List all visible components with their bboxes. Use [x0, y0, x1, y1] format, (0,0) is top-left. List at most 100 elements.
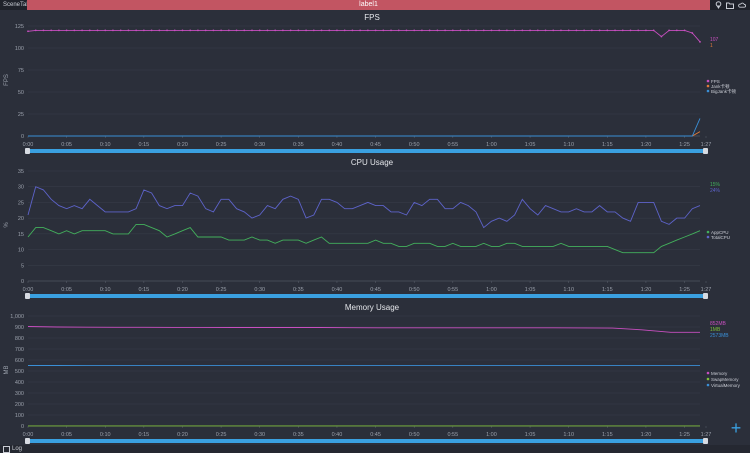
folder-icon[interactable]: [726, 0, 734, 10]
x-tick-label: 0:30: [254, 142, 265, 148]
x-tick-label: 0:40: [332, 287, 343, 293]
x-tick-label: 1:05: [525, 432, 536, 438]
fps-point: [428, 29, 431, 32]
fps-point: [552, 29, 555, 32]
fps-point: [475, 29, 477, 32]
fps-legend-bigjank[interactable]: BigJank卡顿: [711, 88, 737, 95]
fps-point: [451, 29, 454, 32]
fps-scroll-handle-right[interactable]: [703, 148, 708, 154]
fps-ylabel: FPS: [4, 74, 10, 86]
fps-point: [529, 29, 531, 32]
bigjank-legend-swatch: [706, 89, 710, 93]
fps-point: [258, 29, 261, 32]
x-tick-label: 1:15: [602, 287, 613, 293]
y-tick-label: 75: [18, 68, 24, 74]
fps-point: [150, 29, 153, 32]
add-plus-icon[interactable]: +: [730, 418, 742, 438]
fps-point: [27, 30, 29, 33]
fps-point: [536, 29, 539, 32]
virtual-value-label: 2573MB: [710, 333, 729, 339]
cpu-scroll-handle-right[interactable]: [703, 293, 708, 299]
memory-legend-swap[interactable]: SwapMemory: [711, 377, 739, 382]
memory-ylabel: MB: [4, 366, 10, 375]
totalcpu-value-label: 24%: [710, 188, 721, 194]
memory-scroll-handle-right[interactable]: [703, 438, 708, 444]
y-tick-label: 300: [15, 391, 24, 397]
x-tick-label: 0:25: [216, 287, 227, 293]
fps-point: [88, 29, 91, 32]
fps-point: [505, 29, 508, 32]
location-pin-icon[interactable]: [714, 0, 722, 10]
cpu-legend-total[interactable]: TotalCPU: [711, 235, 730, 240]
cloud-icon[interactable]: [738, 0, 746, 10]
y-tick-label: 125: [15, 24, 24, 30]
x-tick-label: 1:27: [701, 142, 712, 148]
series-line-appcpu: [27, 223, 701, 254]
x-tick-label: 1:25: [679, 432, 690, 438]
memory-legend-swatch: [706, 371, 710, 375]
fps-legend-jank[interactable]: Jank卡顿: [711, 83, 730, 90]
cpu-chart: CPU Usage % 15% 24% AppCPU TotalCPU 0 5 10…: [4, 158, 730, 293]
fps-time-scrollbar[interactable]: [25, 148, 708, 154]
fps-legend-fps[interactable]: FPS: [711, 79, 720, 84]
y-tick-label: 25: [18, 200, 24, 206]
memory-legend-virtual[interactable]: VirtualMemory: [711, 383, 741, 388]
fps-point: [498, 29, 501, 32]
x-tick-label: 1:10: [563, 287, 574, 293]
y-tick-label: 15: [18, 232, 24, 238]
x-tick-label: 0:40: [332, 142, 343, 148]
fps-point: [197, 29, 199, 32]
x-tick-label: 1:20: [641, 287, 652, 293]
x-tick-label: 1:15: [602, 142, 613, 148]
cpu-title: CPU Usage: [351, 158, 394, 167]
fps-point: [560, 29, 562, 32]
fps-point: [289, 29, 292, 32]
memory-scroll-handle-left[interactable]: [25, 438, 30, 444]
x-tick-label: 0:45: [370, 432, 381, 438]
memory-panel: Memory Usage MB 852MB 1MB 2573MB Memory …: [0, 300, 750, 438]
memory-legend-memory[interactable]: Memory: [711, 371, 728, 376]
log-toggle-icon[interactable]: [3, 446, 10, 453]
fps-point: [127, 29, 130, 32]
fps-point: [382, 29, 385, 32]
grid: 0 25 50 75 100 125 0:00 0:05 0:10 0:15 0:20 0:25 0:3…: [15, 24, 712, 148]
x-tick-label: 1:20: [641, 142, 652, 148]
x-tick-label: 0:25: [216, 142, 227, 148]
fps-point: [374, 29, 377, 32]
fps-point: [158, 29, 161, 32]
fps-point: [598, 29, 601, 32]
cpu-panel: CPU Usage % 15% 24% AppCPU TotalCPU 0 5 10…: [0, 155, 750, 293]
cpu-time-scrollbar[interactable]: [25, 293, 708, 299]
fps-point: [281, 29, 284, 32]
y-tick-label: 35: [18, 169, 24, 175]
log-label[interactable]: Log: [12, 446, 23, 452]
fps-point: [637, 29, 640, 32]
fps-scroll-handle-left[interactable]: [25, 148, 30, 154]
fps-point: [251, 29, 253, 32]
x-tick-label: 1:10: [563, 432, 574, 438]
fps-legend: FPS Jank卡顿 BigJank卡顿: [706, 79, 737, 95]
fps-point: [699, 40, 701, 43]
fps-point: [135, 29, 138, 32]
fps-point: [490, 29, 493, 32]
x-tick-label: 0:00: [23, 142, 34, 148]
y-tick-label: 30: [18, 185, 24, 191]
fps-point: [57, 29, 60, 32]
cpu-legend-app[interactable]: AppCPU: [711, 230, 729, 235]
cpu-scroll-handle-left[interactable]: [25, 293, 30, 299]
fps-point: [65, 29, 68, 32]
x-tick-label: 0:20: [177, 432, 188, 438]
memory-time-scrollbar[interactable]: [25, 438, 708, 444]
x-tick-label: 0:05: [61, 287, 72, 293]
fps-point: [459, 29, 462, 32]
x-tick-label: 1:05: [525, 142, 536, 148]
x-tick-label: 0:45: [370, 287, 381, 293]
x-tick-label: 0:00: [23, 287, 34, 293]
fps-point: [34, 29, 37, 32]
scene-tab[interactable]: SceneTab: [3, 2, 30, 8]
x-tick-label: 0:20: [177, 287, 188, 293]
fps-point: [397, 29, 400, 32]
memory-legend: Memory SwapMemory VirtualMemory: [706, 371, 741, 388]
fps-point: [614, 29, 616, 32]
fps-point: [104, 29, 107, 32]
